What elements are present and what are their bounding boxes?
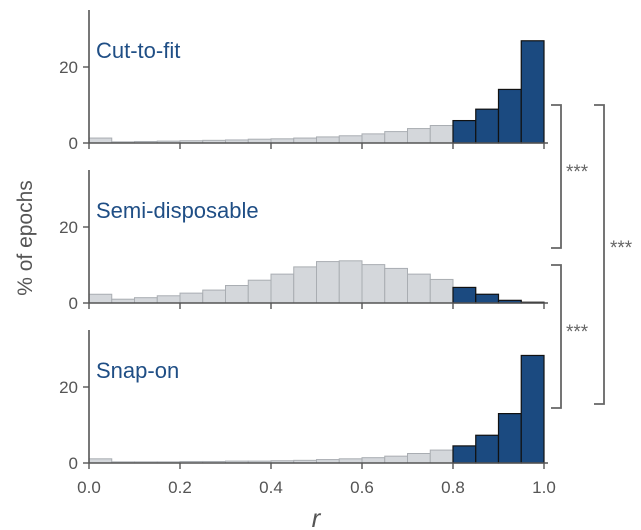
significance-label: *** bbox=[610, 238, 633, 259]
histogram-bar bbox=[452, 286, 477, 304]
histogram-bar bbox=[202, 289, 226, 304]
y-axis-label: % of epochs bbox=[14, 180, 37, 296]
histogram-bar bbox=[407, 453, 431, 464]
significance-bracket: *** bbox=[551, 104, 589, 249]
bracket-line bbox=[551, 264, 562, 409]
histogram-bar bbox=[497, 88, 522, 144]
panel-3: 0 20 0.0 0.2 0.4 0.6 0.8 1.0 Snap-on bbox=[59, 330, 556, 497]
histogram-bar bbox=[429, 278, 454, 304]
histogram-bar bbox=[316, 261, 340, 304]
x-tick-label: 0.0 bbox=[77, 478, 101, 497]
significance-bracket: *** bbox=[551, 264, 589, 409]
panel-2: 0 20 Semi-disposable bbox=[59, 170, 548, 313]
histogram-bar bbox=[475, 293, 500, 304]
histogram-bar bbox=[293, 266, 317, 304]
x-tick-label: 0.6 bbox=[350, 478, 374, 497]
histogram-bar bbox=[225, 285, 249, 304]
x-axis-label: r bbox=[312, 503, 322, 530]
y-tick-label: 20 bbox=[59, 378, 78, 397]
histogram-bar bbox=[452, 119, 477, 144]
x-tick-label: 0.4 bbox=[259, 478, 283, 497]
panels: 0 20 Cut-to-fit 0 20 Semi-disposable 0 20 0.0 0.2… bbox=[59, 10, 556, 497]
histogram-bar bbox=[407, 128, 431, 144]
significance-brackets: *** *** *** bbox=[551, 104, 633, 409]
y-tick-label: 20 bbox=[59, 218, 78, 237]
histogram-bar bbox=[429, 449, 454, 464]
histogram-bar bbox=[179, 292, 204, 304]
bracket-line bbox=[594, 104, 605, 405]
histogram-bar bbox=[338, 135, 363, 144]
significance-bracket: *** bbox=[594, 104, 633, 405]
x-tick-label: 0.2 bbox=[168, 478, 192, 497]
panel-title: Snap-on bbox=[96, 358, 179, 383]
histogram-bar bbox=[384, 131, 408, 144]
histogram-bar bbox=[520, 40, 545, 144]
y-tick-label: 0 bbox=[69, 294, 78, 313]
histogram-bar bbox=[247, 279, 272, 304]
histogram-bar bbox=[520, 354, 545, 464]
histogram-bar bbox=[88, 293, 113, 304]
histogram-bar bbox=[407, 273, 431, 304]
histogram-bar bbox=[316, 136, 340, 144]
histogram-bar bbox=[384, 455, 408, 464]
histogram-bar bbox=[338, 260, 363, 304]
histogram-bar bbox=[361, 133, 386, 144]
histogram-bar bbox=[475, 108, 500, 144]
histogram-bar bbox=[497, 413, 522, 464]
y-tick-label: 20 bbox=[59, 58, 78, 77]
histogram-bar bbox=[361, 264, 386, 304]
significance-label: *** bbox=[566, 322, 589, 343]
panel-title: Semi-disposable bbox=[96, 198, 259, 223]
panel-title: Cut-to-fit bbox=[96, 38, 180, 63]
y-tick-label: 0 bbox=[69, 454, 78, 473]
histogram-bar bbox=[384, 267, 408, 304]
x-tick-label: 0.8 bbox=[441, 478, 465, 497]
histogram-bar bbox=[156, 295, 181, 304]
significance-label: *** bbox=[566, 162, 589, 183]
panel-1: 0 20 Cut-to-fit bbox=[59, 10, 548, 153]
histogram-bar bbox=[270, 273, 295, 304]
bracket-line bbox=[551, 104, 562, 249]
y-tick-label: 0 bbox=[69, 134, 78, 153]
histogram-bar bbox=[452, 445, 477, 464]
histogram-bar bbox=[429, 125, 454, 144]
histogram-bar bbox=[475, 434, 500, 464]
x-tick-label: 1.0 bbox=[532, 478, 556, 497]
